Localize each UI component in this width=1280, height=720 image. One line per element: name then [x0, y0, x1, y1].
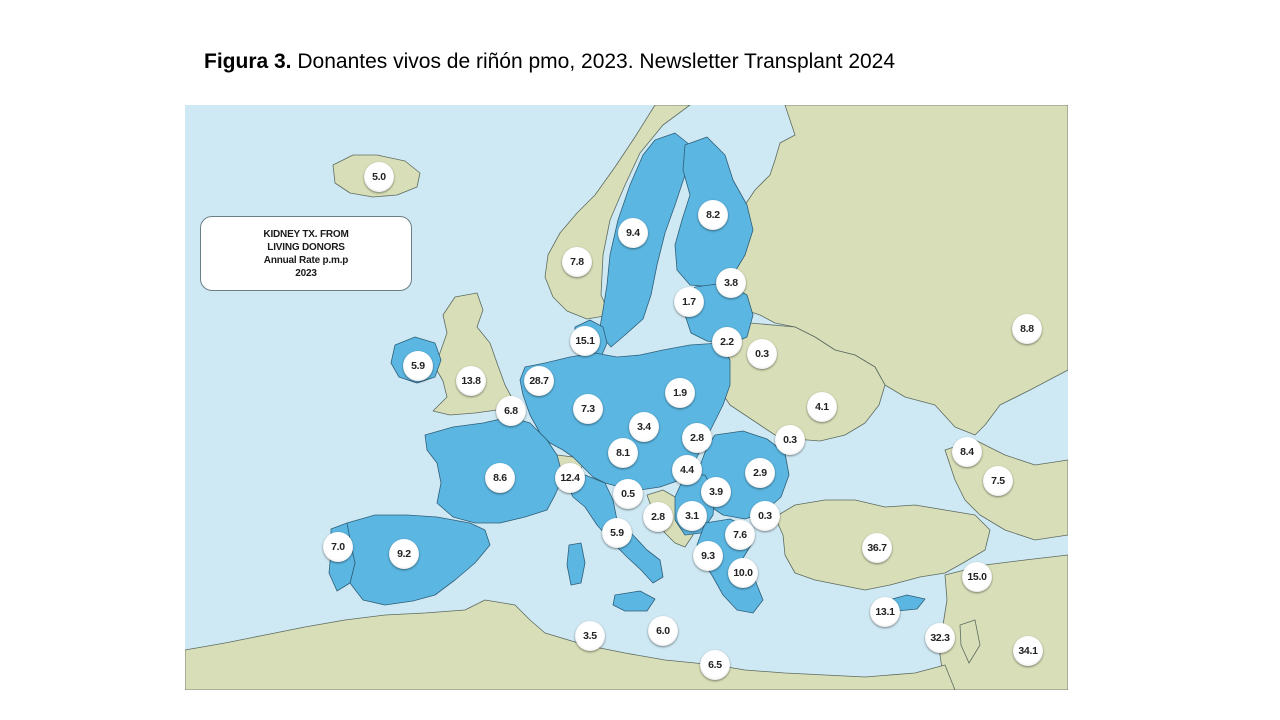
rate-bubble: 5.9 — [403, 351, 433, 381]
figure-caption: Figura 3. Donantes vivos de riñón pmo, 2… — [204, 50, 895, 74]
rate-bubble: 32.3 — [925, 623, 955, 653]
land-israel — [959, 619, 981, 664]
rate-bubble: 9.3 — [693, 541, 723, 571]
legend-line-4: 2023 — [295, 267, 317, 279]
rate-bubble: 3.4 — [629, 412, 659, 442]
rate-bubble: 9.2 — [389, 539, 419, 569]
rate-bubble: 7.0 — [323, 532, 353, 562]
rate-bubble: 13.8 — [456, 366, 486, 396]
rate-bubble: 7.8 — [562, 247, 592, 277]
rate-bubble: 2.8 — [643, 502, 673, 532]
rate-bubble: 4.1 — [807, 392, 837, 422]
country-italy-sicily — [612, 590, 656, 612]
land-great-britain — [432, 292, 514, 416]
rate-bubble: 2.9 — [745, 458, 775, 488]
rate-bubble: 2.2 — [712, 327, 742, 357]
rate-bubble: 34.1 — [1013, 636, 1043, 666]
rate-bubble: 3.1 — [677, 501, 707, 531]
rate-bubble: 7.5 — [983, 466, 1013, 496]
rate-bubble: 5.9 — [602, 518, 632, 548]
rate-bubble: 12.4 — [555, 463, 585, 493]
map-graphic — [185, 105, 1068, 690]
figure-number: Figura 3. — [204, 50, 292, 73]
rate-bubble: 6.0 — [648, 616, 678, 646]
rate-bubble: 7.3 — [573, 394, 603, 424]
rate-bubble: 0.5 — [613, 479, 643, 509]
rate-bubble: 5.0 — [364, 162, 394, 192]
legend-line-3: Annual Rate p.m.p — [263, 254, 349, 266]
rate-bubble: 28.7 — [524, 366, 554, 396]
rate-bubble: 0.3 — [775, 425, 805, 455]
rate-bubble: 15.0 — [962, 562, 992, 592]
rate-bubble: 15.1 — [570, 326, 600, 356]
rate-bubble: 3.5 — [575, 621, 605, 651]
rate-bubble: 6.8 — [496, 396, 526, 426]
rate-bubble: 8.4 — [952, 437, 982, 467]
legend-line-1: KIDNEY TX. FROM — [263, 228, 349, 240]
rate-bubble: 0.3 — [750, 501, 780, 531]
legend-line-2: LIVING DONORS — [267, 241, 345, 253]
rate-bubble: 2.8 — [682, 423, 712, 453]
rate-bubble: 8.2 — [698, 200, 728, 230]
rate-bubble: 8.6 — [485, 463, 515, 493]
rate-bubble: 3.9 — [701, 477, 731, 507]
rate-bubble: 36.7 — [862, 533, 892, 563]
rate-bubble: 4.4 — [672, 455, 702, 485]
rate-bubble: 8.1 — [608, 438, 638, 468]
rate-bubble: 3.8 — [716, 268, 746, 298]
land-north-africa — [185, 599, 956, 690]
rate-bubble: 6.5 — [700, 650, 730, 680]
rate-bubble: 1.9 — [665, 378, 695, 408]
rate-bubble: 1.7 — [674, 287, 704, 317]
europe-map: KIDNEY TX. FROM LIVING DONORS Annual Rat… — [185, 105, 1068, 690]
map-legend: KIDNEY TX. FROM LIVING DONORS Annual Rat… — [200, 216, 412, 291]
rate-bubble: 10.0 — [728, 558, 758, 588]
country-italy-sardinia — [566, 542, 586, 586]
rate-bubble: 0.3 — [747, 339, 777, 369]
rate-bubble: 9.4 — [618, 218, 648, 248]
land-russia — [724, 105, 1068, 436]
rate-bubble: 13.1 — [870, 597, 900, 627]
land-middle-east — [939, 554, 1068, 690]
rate-bubble: 8.8 — [1012, 314, 1042, 344]
rate-bubble: 7.6 — [725, 520, 755, 550]
figure-title: Donantes vivos de riñón pmo, 2023. Newsl… — [291, 50, 896, 73]
